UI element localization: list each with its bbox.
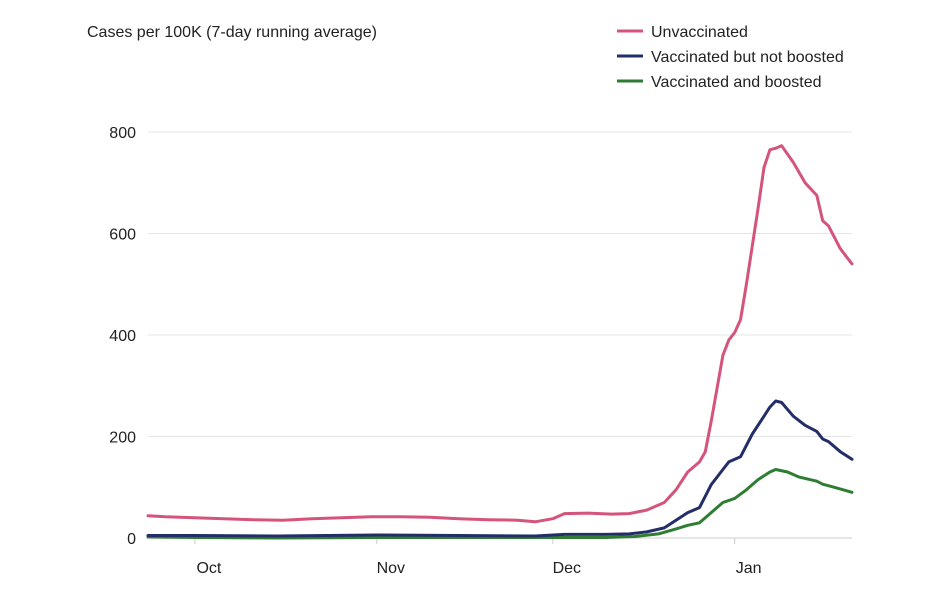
legend: Unvaccinated Vaccinated but not boosted Va…: [617, 24, 844, 91]
x-tick-label-dec: Dec: [553, 560, 581, 577]
chart-title: Cases per 100K (7-day running average): [87, 24, 377, 41]
x-tick-label-oct: Oct: [196, 560, 221, 577]
x-axis-ticks: Oct Nov Dec Jan: [194, 538, 762, 577]
y-tick-label: 400: [109, 328, 136, 345]
y-axis-ticks: 0 200 400 600 800: [109, 125, 136, 548]
y-tick-label: 200: [109, 430, 136, 447]
legend-label: Unvaccinated: [651, 24, 748, 41]
x-tick-label-nov: Nov: [377, 560, 405, 577]
series-line-vaccinated-but-not-boosted: [146, 399, 854, 538]
y-tick-label: 0: [127, 531, 136, 548]
legend-label: Vaccinated but not boosted: [651, 49, 844, 66]
series-line-unvaccinated: [146, 144, 854, 524]
y-tick-label: 800: [109, 125, 136, 142]
gridlines: [148, 131, 852, 539]
series-lines: [146, 144, 854, 540]
y-tick-label: 600: [109, 227, 136, 244]
series-line-vaccinated-and-boosted: [146, 468, 854, 540]
x-tick-label-jan: Jan: [736, 560, 762, 577]
legend-label: Vaccinated and boosted: [651, 74, 822, 91]
